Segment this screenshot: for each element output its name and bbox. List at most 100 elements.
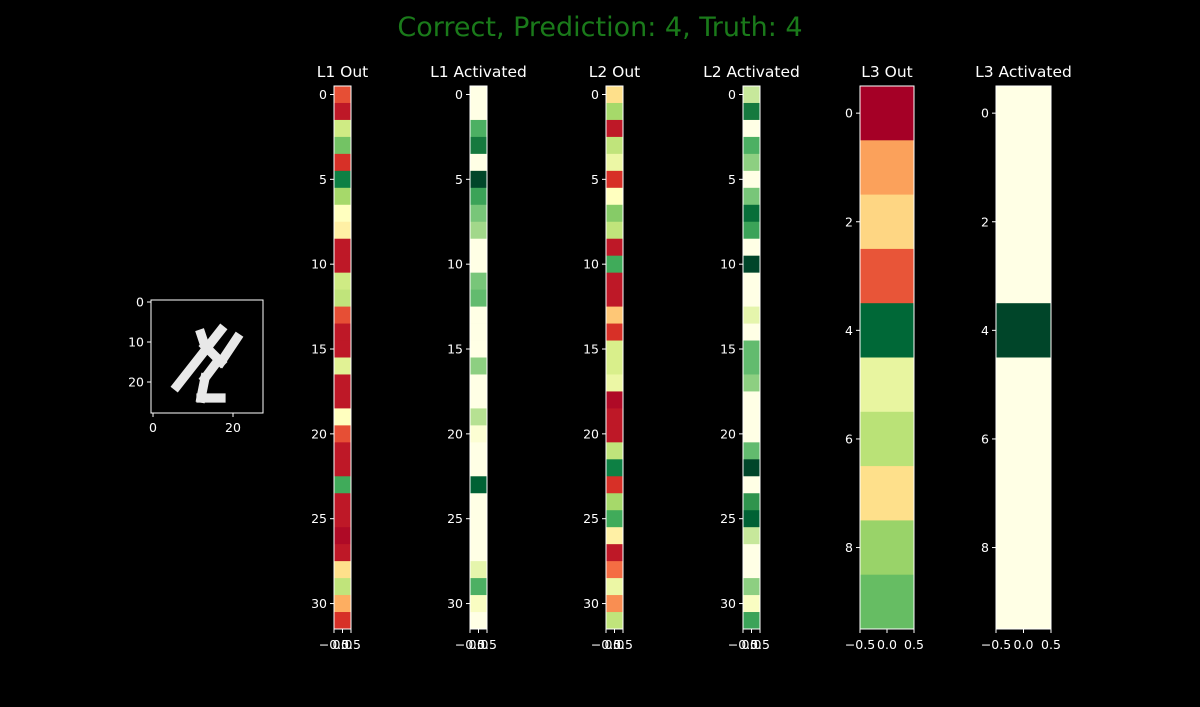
x-tick-label: 20 <box>225 420 241 435</box>
heatmap-cell <box>606 476 623 494</box>
heatmap-cell <box>470 289 487 307</box>
heatmap-cell <box>743 102 760 121</box>
panel-title: L1 Out <box>317 63 369 81</box>
heatmap-cell <box>470 391 487 409</box>
heatmap-cell <box>334 357 351 375</box>
x-tick-label: −0.5 <box>591 637 621 652</box>
y-tick-label: 10 <box>583 257 599 272</box>
heatmap-cell <box>470 442 487 460</box>
x-tick-label: 0.0 <box>333 637 353 652</box>
heatmap-cell <box>470 136 487 155</box>
panel-2: L1 Activated 0 5 10 15 20 25 30 −0.50.00.5 <box>430 63 527 652</box>
heatmap-cell <box>606 595 623 613</box>
heatmap-cell <box>334 136 351 155</box>
heatmap-cell <box>334 86 351 104</box>
y-tick-label: 30 <box>720 596 736 611</box>
heatmap-cell <box>606 204 623 223</box>
heatmap-cell <box>996 357 1051 413</box>
y-tick-label: 6 <box>845 431 853 446</box>
heatmap-cell <box>606 408 623 426</box>
heatmap-cell <box>606 391 623 409</box>
heatmap-cell <box>996 194 1051 250</box>
digit-stroke <box>214 331 244 369</box>
heatmap-cell <box>606 544 623 562</box>
heatmap-cell <box>743 221 760 240</box>
heatmap-cell <box>606 357 623 375</box>
y-tick-label: 10 <box>311 257 327 272</box>
y-tick-label: 20 <box>311 426 327 441</box>
heatmap-cell <box>606 612 623 630</box>
heatmap-cell <box>743 476 760 494</box>
heatmap-cell <box>743 510 760 528</box>
heatmap-cell <box>743 119 760 138</box>
x-tick-label: 0 <box>149 420 157 435</box>
heatmap-cell <box>606 561 623 579</box>
x-tick-label: −0.5 <box>845 637 875 652</box>
heatmap-cell <box>606 527 623 545</box>
heatmap-cell <box>743 289 760 307</box>
x-tick-label: 0.5 <box>613 637 633 652</box>
heatmap-cell <box>334 408 351 426</box>
y-tick-label: 15 <box>720 342 736 357</box>
panel-0: 0 10 20 0 20 <box>128 295 264 435</box>
heatmap-cell <box>860 357 914 413</box>
heatmap-cell <box>996 248 1051 304</box>
y-tick-label: 10 <box>720 257 736 272</box>
heatmap-cell <box>334 238 351 257</box>
x-tick-label: 0.0 <box>605 637 625 652</box>
y-tick-label: 0 <box>455 87 463 102</box>
heatmap-cell <box>606 323 623 341</box>
heatmap-cell <box>606 255 623 274</box>
y-tick-label: 15 <box>447 342 463 357</box>
y-tick-label: 6 <box>981 431 989 446</box>
panel-6: L3 Activated 0 2 4 6 8 −0.5 0.0 0.5 <box>975 63 1072 652</box>
y-tick-label: 20 <box>583 426 599 441</box>
heatmap-cell <box>606 578 623 596</box>
heatmap-cell <box>334 119 351 138</box>
y-tick-label: 30 <box>447 596 463 611</box>
heatmap-cell <box>860 194 914 250</box>
heatmap-cell <box>606 425 623 443</box>
heatmap-cell <box>860 520 914 576</box>
heatmap-cell <box>606 238 623 257</box>
y-tick-label: 30 <box>583 596 599 611</box>
heatmap-cell <box>470 561 487 579</box>
heatmap-cell <box>334 153 351 172</box>
heatmap-cell <box>470 255 487 274</box>
heatmap-cell <box>334 510 351 528</box>
heatmap-cell <box>743 153 760 172</box>
x-tick-label: 0.0 <box>469 637 489 652</box>
heatmap-cell <box>334 493 351 511</box>
heatmap-cell <box>606 510 623 528</box>
panel-title: L3 Activated <box>975 63 1072 81</box>
panel-title: L2 Out <box>589 63 641 81</box>
heatmap-cell <box>743 136 760 155</box>
heatmap-cell <box>743 272 760 291</box>
y-tick-label: 10 <box>447 257 463 272</box>
heatmap-cell <box>334 255 351 274</box>
x-tick-label: 0.5 <box>750 637 770 652</box>
heatmap-cell <box>743 578 760 596</box>
heatmap-cell <box>470 86 487 104</box>
figure-suptitle: Correct, Prediction: 4, Truth: 4 <box>397 12 802 43</box>
y-tick-label: 8 <box>845 540 853 555</box>
heatmap-cell <box>334 102 351 121</box>
heatmap-cell <box>996 466 1051 521</box>
heatmap-cell <box>334 612 351 630</box>
heatmap-cell <box>334 289 351 307</box>
y-tick-label: 0 <box>845 106 853 121</box>
heatmap-cell <box>334 578 351 596</box>
x-tick-label: −0.5 <box>981 637 1011 652</box>
y-tick-label: 2 <box>845 214 853 229</box>
x-tick-label: −0.5 <box>319 637 349 652</box>
heatmap-cell <box>743 255 760 274</box>
heatmap-cell <box>606 340 623 358</box>
heatmap-cell <box>606 153 623 172</box>
heatmap-cell <box>606 102 623 121</box>
heatmap-cell <box>743 595 760 613</box>
y-tick-label: 5 <box>319 172 327 187</box>
heatmap-cell <box>743 323 760 341</box>
y-tick-label: 0 <box>591 87 599 102</box>
y-tick-label: 25 <box>311 511 327 526</box>
